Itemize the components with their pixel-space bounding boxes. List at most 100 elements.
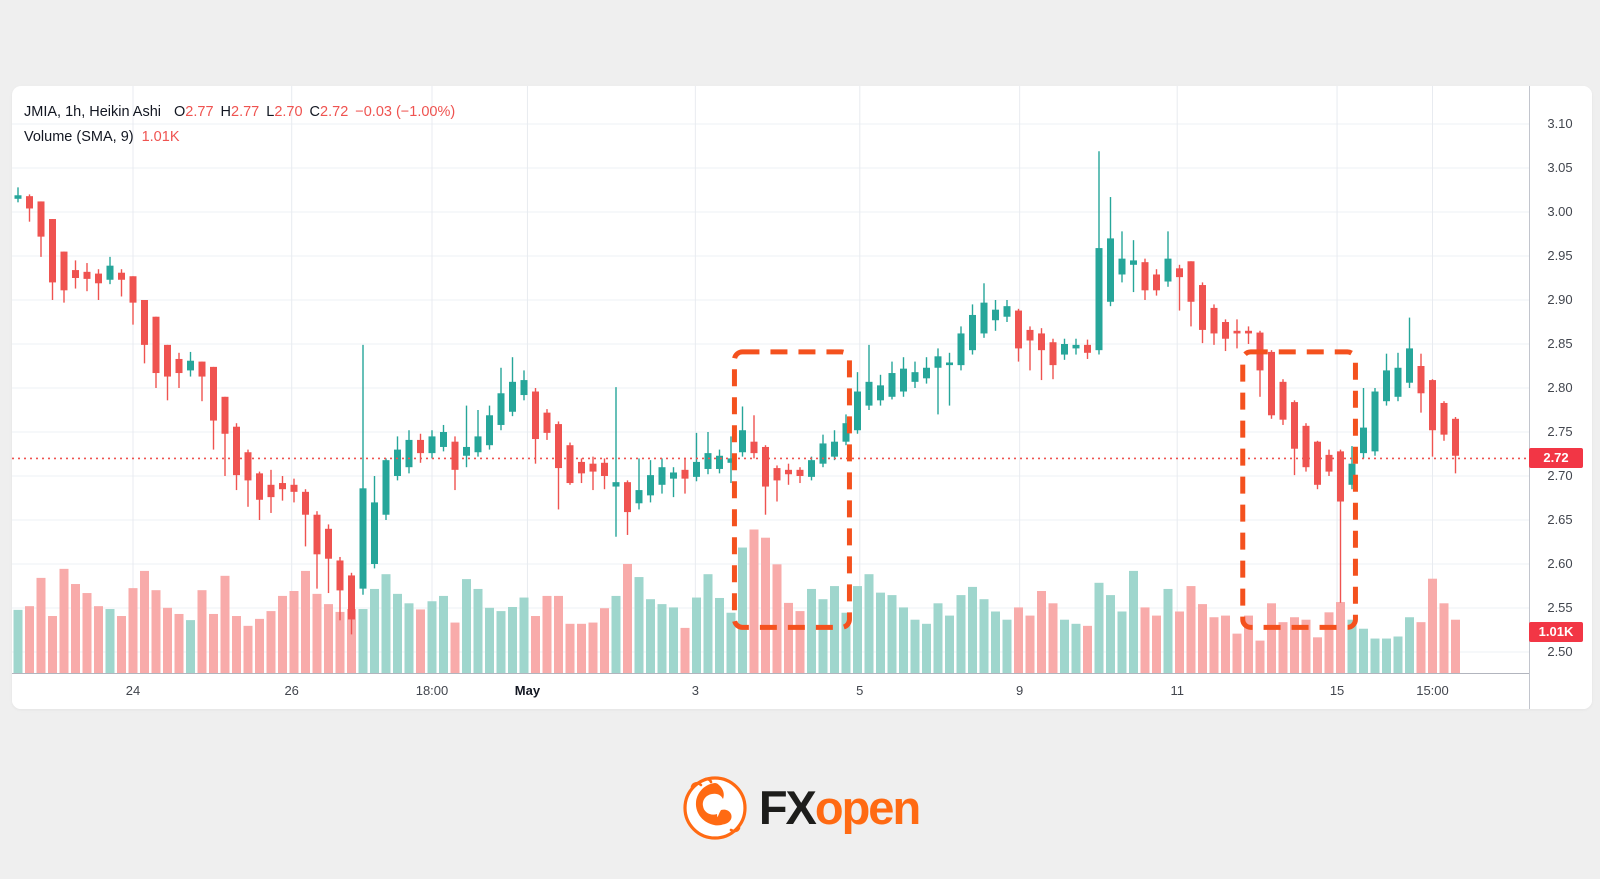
volume-bar — [1117, 611, 1127, 673]
candle-body — [1187, 261, 1195, 302]
candle-body — [796, 469, 804, 476]
candle-body — [1164, 258, 1172, 282]
candle-body — [716, 455, 723, 469]
volume-bar — [772, 564, 782, 673]
volume-bar — [209, 613, 218, 673]
volume-bar — [1140, 607, 1150, 673]
candle-body — [773, 468, 781, 481]
candle-body — [394, 449, 401, 476]
candle-body — [934, 356, 942, 368]
candle-body — [371, 502, 378, 564]
volume-bar — [864, 574, 874, 673]
logo-open: open — [814, 781, 921, 834]
volume-indicator-row: Volume (SMA, 9) 1.01K — [24, 125, 455, 150]
volume-bar — [105, 609, 115, 673]
candle-body — [819, 443, 827, 464]
candle-body — [1038, 333, 1045, 351]
symbol-ohlc-row: JMIA, 1h, Heikin Ashi O2.77 H2.77 L2.70 C2.7… — [24, 100, 455, 125]
volume-bar — [910, 619, 920, 673]
volume-bar — [358, 609, 368, 673]
candle-body — [1130, 260, 1137, 265]
volume-bar — [1071, 623, 1081, 673]
candle-body — [1026, 329, 1034, 341]
candle-body — [359, 488, 367, 589]
time-tick-label: 11 — [1170, 683, 1184, 698]
volume-bar — [462, 579, 471, 673]
volume-bar — [232, 616, 241, 673]
candle-body — [1245, 330, 1252, 334]
volume-bar — [611, 595, 621, 673]
price-tick-label: 2.55 — [1547, 600, 1573, 615]
volume-bar — [945, 615, 954, 673]
volume-bar — [393, 593, 402, 673]
candle-body — [762, 446, 769, 487]
volume-bar — [726, 612, 736, 673]
candle-body — [900, 368, 907, 392]
candle-body — [290, 484, 298, 492]
ohlc-close-value: 2.72 — [320, 104, 349, 120]
volume-bar — [508, 606, 517, 673]
time-tick-label: 3 — [691, 683, 699, 698]
candle-body — [60, 251, 68, 291]
candle-body — [302, 491, 309, 515]
candle-body — [244, 452, 252, 481]
volume-bar — [853, 586, 862, 673]
candle-body — [842, 423, 850, 442]
volume-bar — [542, 595, 552, 673]
volume-bar — [1152, 615, 1161, 673]
volume-bar — [1359, 628, 1368, 673]
volume-bar — [485, 607, 494, 673]
candle-body — [1394, 367, 1402, 397]
candle-body — [164, 344, 171, 377]
price-tick-label: 2.75 — [1547, 424, 1573, 439]
highlight-box[interactable] — [1240, 349, 1358, 630]
volume-bar — [140, 570, 149, 673]
time-axis[interactable]: 24 26 18:00 May 3 5 9 11 15 15:00 — [12, 673, 1592, 709]
candle-body — [95, 273, 102, 284]
candle-body — [980, 302, 988, 334]
highlight-box[interactable] — [731, 349, 852, 630]
candle-body — [635, 490, 643, 504]
volume-bar — [94, 606, 103, 673]
volume-bar — [278, 595, 287, 673]
candle-body — [428, 436, 436, 454]
volume-bar — [404, 603, 414, 673]
candle-body — [992, 309, 999, 321]
volume-bar — [531, 616, 540, 673]
volume-bar — [1428, 578, 1437, 673]
volume-bar — [13, 609, 23, 673]
volume-bar — [1002, 619, 1012, 673]
volume-bar — [669, 607, 678, 673]
candle-body — [670, 472, 677, 479]
candle-body — [1072, 344, 1080, 349]
volume-bar — [1382, 638, 1391, 673]
candle-body — [267, 484, 275, 498]
candle-body — [888, 373, 896, 397]
volume-bar — [968, 586, 977, 673]
volume-bar — [899, 607, 908, 673]
price-axis[interactable]: 3.10 3.05 3.00 2.95 2.90 2.85 2.80 2.75 2.70 2.65… — [1529, 86, 1592, 709]
volume-bar — [1370, 638, 1380, 673]
candle-body — [49, 219, 56, 283]
candle-body — [624, 482, 631, 513]
candle-body — [739, 430, 746, 453]
candle-body — [1107, 238, 1114, 302]
volume-bar — [1393, 636, 1403, 673]
volume-bar — [427, 601, 437, 673]
volume-indicator-value: 1.01K — [141, 129, 180, 145]
volume-bar — [220, 575, 230, 673]
volume-bar — [749, 529, 759, 673]
candle-body — [198, 361, 206, 377]
volume-bar — [703, 574, 713, 673]
volume-bar — [128, 588, 138, 673]
candle-body — [405, 439, 413, 468]
candle-body — [865, 381, 873, 406]
candle-body — [1279, 381, 1287, 420]
candle-body — [1291, 402, 1298, 449]
candle-body — [831, 441, 838, 457]
volume-bar — [496, 611, 506, 673]
price-tick-label: 2.90 — [1547, 292, 1573, 307]
candle-body — [141, 300, 148, 345]
chart-canvas[interactable] — [12, 86, 1592, 709]
volume-bar — [439, 595, 448, 673]
